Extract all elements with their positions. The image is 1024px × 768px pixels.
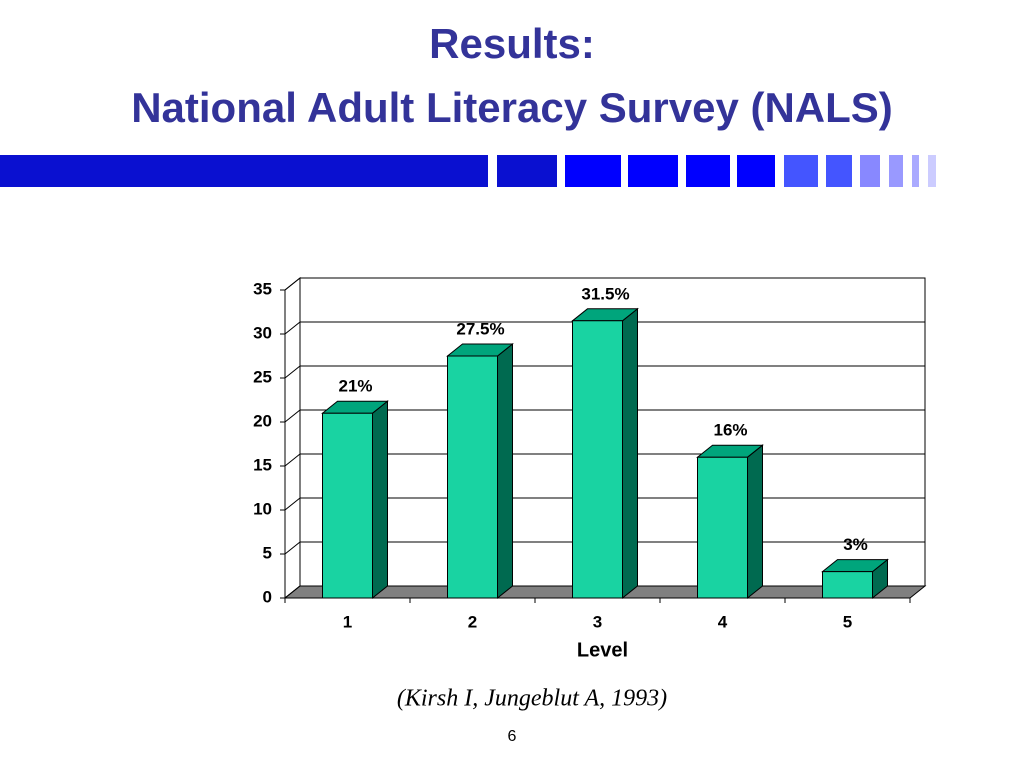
y-tick-label: 20 bbox=[253, 411, 272, 430]
grid-line bbox=[284, 365, 925, 379]
bar-side bbox=[622, 307, 638, 600]
bar-front bbox=[322, 412, 373, 599]
bar-side bbox=[497, 342, 513, 600]
bar bbox=[821, 558, 889, 600]
bar-front bbox=[822, 571, 873, 599]
y-tick-label: 5 bbox=[263, 543, 272, 562]
side-wall bbox=[284, 276, 301, 600]
bar bbox=[696, 444, 764, 600]
bar bbox=[321, 400, 389, 600]
page-number: 6 bbox=[508, 728, 517, 745]
x-tick-label: 3 bbox=[593, 612, 602, 631]
plot-area: 0 5 10 15 20 25 30 35 1 21% 2 27.5% 3 31.5% 4 16% 5 3% Lev… bbox=[253, 276, 927, 661]
x-tick-label: 1 bbox=[343, 612, 352, 631]
bar-side bbox=[372, 400, 388, 600]
y-tick-label: 0 bbox=[263, 587, 272, 606]
bar-front bbox=[447, 355, 498, 599]
y-tick-label: 25 bbox=[253, 367, 272, 386]
y-tick-label: 10 bbox=[253, 499, 272, 518]
x-tick-label: 2 bbox=[468, 612, 477, 631]
slide-title: Results: bbox=[429, 20, 595, 67]
x-tick-label: 4 bbox=[718, 612, 728, 631]
y-tick-label: 15 bbox=[253, 455, 272, 474]
citation: (Kirsh I, Jungeblut A, 1993) bbox=[397, 686, 667, 712]
value-label: 21% bbox=[338, 377, 372, 396]
value-label: 27.5% bbox=[456, 319, 504, 338]
value-label: 31.5% bbox=[581, 284, 629, 303]
x-axis-label: Level bbox=[577, 639, 628, 661]
grid-line bbox=[284, 277, 925, 291]
y-tick-label: 30 bbox=[253, 323, 272, 342]
bar-front bbox=[697, 456, 748, 599]
grid-line bbox=[284, 409, 925, 423]
bar-front bbox=[572, 320, 623, 599]
value-label: 3% bbox=[843, 535, 868, 554]
header-stripe bbox=[0, 155, 936, 187]
bar bbox=[571, 307, 639, 600]
grid-line bbox=[284, 321, 925, 335]
bar bbox=[446, 342, 514, 600]
y-tick-label: 35 bbox=[253, 279, 272, 298]
slide-subtitle: National Adult Literacy Survey (NALS) bbox=[131, 84, 893, 131]
x-tick-label: 5 bbox=[843, 612, 852, 631]
value-label: 16% bbox=[713, 421, 747, 440]
bar-side bbox=[747, 444, 763, 600]
